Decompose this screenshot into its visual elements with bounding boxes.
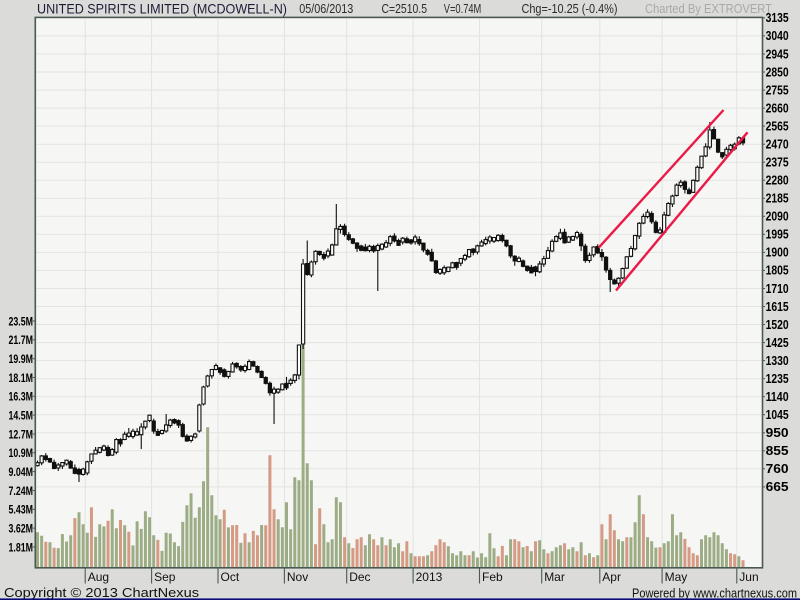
svg-text:5.43M: 5.43M bbox=[9, 503, 34, 517]
svg-text:1045: 1045 bbox=[766, 408, 789, 422]
svg-text:05/06/2013: 05/06/2013 bbox=[299, 2, 353, 16]
svg-text:21.7M: 21.7M bbox=[9, 333, 34, 347]
svg-text:Nov: Nov bbox=[287, 570, 308, 584]
svg-text:1710: 1710 bbox=[766, 282, 789, 296]
svg-text:1995: 1995 bbox=[766, 228, 789, 242]
svg-text:Aug: Aug bbox=[88, 570, 109, 584]
svg-text:Chg=-10.25 (-0.4%): Chg=-10.25 (-0.4%) bbox=[522, 2, 618, 16]
svg-text:14.5M: 14.5M bbox=[9, 408, 34, 422]
svg-text:V=0.74M: V=0.74M bbox=[444, 2, 482, 16]
svg-text:950: 950 bbox=[766, 426, 789, 440]
svg-text:Copyright © 2013 ChartNexus: Copyright © 2013 ChartNexus bbox=[4, 585, 200, 600]
svg-text:23.5M: 23.5M bbox=[9, 314, 34, 328]
svg-text:1425: 1425 bbox=[766, 336, 789, 350]
svg-text:Powered by www.chartnexus.com: Powered by www.chartnexus.com bbox=[632, 587, 797, 600]
svg-text:1805: 1805 bbox=[766, 264, 789, 278]
svg-text:3.62M: 3.62M bbox=[9, 521, 34, 535]
svg-text:2565: 2565 bbox=[766, 119, 789, 133]
svg-text:2185: 2185 bbox=[766, 192, 789, 206]
svg-text:2660: 2660 bbox=[766, 101, 789, 115]
svg-text:1520: 1520 bbox=[766, 318, 789, 332]
svg-text:Mar: Mar bbox=[544, 570, 565, 584]
svg-text:Jun: Jun bbox=[739, 570, 758, 584]
svg-text:Charted By EXTROVERT: Charted By EXTROVERT bbox=[645, 2, 772, 16]
svg-text:1140: 1140 bbox=[766, 390, 789, 404]
svg-text:2090: 2090 bbox=[766, 210, 789, 224]
svg-text:3040: 3040 bbox=[766, 29, 789, 43]
svg-text:9.04M: 9.04M bbox=[9, 465, 34, 479]
svg-text:10.9M: 10.9M bbox=[9, 446, 34, 460]
svg-text:1.81M: 1.81M bbox=[9, 540, 34, 554]
svg-text:May: May bbox=[665, 570, 688, 584]
svg-text:2755: 2755 bbox=[766, 83, 789, 97]
svg-text:UNITED SPIRITS LIMITED (MCDOWE: UNITED SPIRITS LIMITED (MCDOWELL-N) bbox=[37, 1, 287, 17]
svg-text:855: 855 bbox=[766, 444, 789, 458]
svg-text:7.24M: 7.24M bbox=[9, 484, 34, 498]
svg-text:12.7M: 12.7M bbox=[9, 427, 34, 441]
svg-text:19.9M: 19.9M bbox=[9, 352, 34, 366]
svg-text:16.3M: 16.3M bbox=[9, 390, 34, 404]
svg-text:Feb: Feb bbox=[482, 570, 503, 584]
svg-text:Dec: Dec bbox=[349, 570, 370, 584]
svg-text:1900: 1900 bbox=[766, 246, 789, 260]
svg-text:2375: 2375 bbox=[766, 156, 789, 170]
svg-text:2280: 2280 bbox=[766, 174, 789, 188]
svg-text:2013: 2013 bbox=[416, 570, 443, 584]
svg-text:1330: 1330 bbox=[766, 354, 789, 368]
svg-text:Oct: Oct bbox=[221, 570, 240, 584]
svg-text:2850: 2850 bbox=[766, 65, 789, 79]
svg-text:18.1M: 18.1M bbox=[9, 371, 34, 385]
svg-text:1235: 1235 bbox=[766, 372, 789, 386]
svg-text:Sep: Sep bbox=[154, 570, 176, 584]
svg-text:760: 760 bbox=[766, 462, 789, 476]
svg-text:1615: 1615 bbox=[766, 300, 789, 314]
svg-text:665: 665 bbox=[766, 480, 789, 494]
svg-text:Apr: Apr bbox=[602, 570, 621, 584]
svg-text:C=2510.5: C=2510.5 bbox=[382, 2, 428, 16]
svg-text:2945: 2945 bbox=[766, 47, 789, 61]
svg-text:3135: 3135 bbox=[766, 11, 789, 25]
svg-text:2470: 2470 bbox=[766, 138, 789, 152]
